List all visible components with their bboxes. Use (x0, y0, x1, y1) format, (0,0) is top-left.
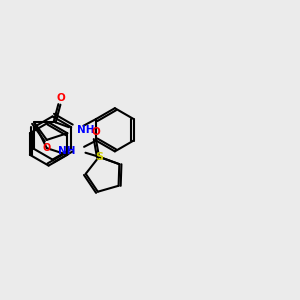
Text: NH: NH (77, 125, 95, 135)
Text: O: O (43, 143, 51, 153)
Text: S: S (95, 152, 103, 162)
Text: O: O (56, 93, 65, 103)
Text: O: O (92, 127, 100, 137)
Text: NH: NH (58, 146, 76, 156)
